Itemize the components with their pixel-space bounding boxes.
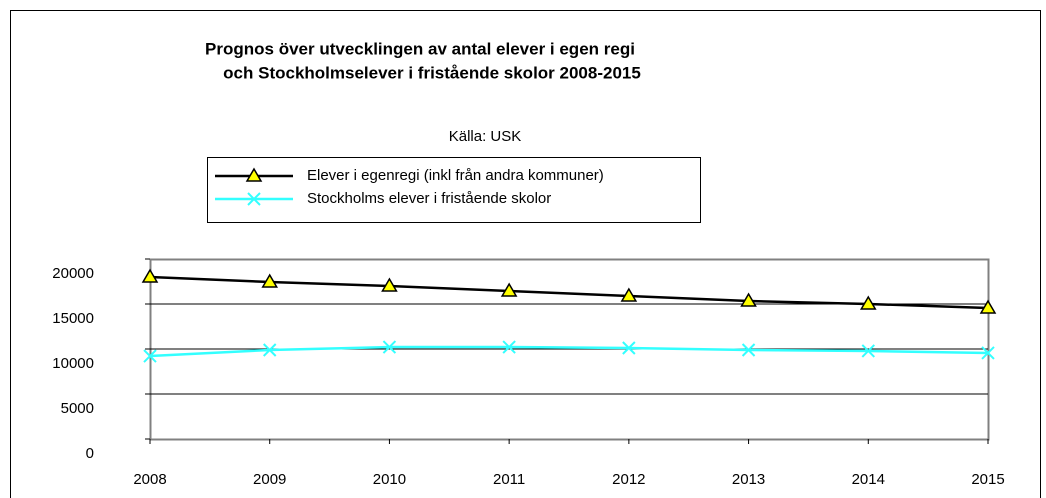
legend-label: Stockholms elever i fristående skolor bbox=[307, 190, 551, 207]
x-tick-label: 2015 bbox=[971, 471, 1004, 488]
legend-box bbox=[207, 157, 701, 223]
y-tick-label: 5000 bbox=[61, 400, 94, 417]
y-tick-label: 10000 bbox=[52, 355, 94, 372]
marker bbox=[740, 292, 757, 307]
marker bbox=[263, 343, 277, 357]
marker bbox=[143, 349, 157, 363]
legend-label: Elever i egenregi (inkl från andra kommu… bbox=[307, 167, 604, 184]
marker bbox=[981, 346, 995, 360]
y-tick-label: 20000 bbox=[52, 265, 94, 282]
x-tick-label: 2010 bbox=[373, 471, 406, 488]
marker bbox=[141, 268, 159, 283]
x-tick-label: 2009 bbox=[253, 471, 286, 488]
x-tick-label: 2011 bbox=[493, 471, 525, 488]
marker bbox=[741, 343, 756, 357]
marker bbox=[247, 192, 261, 206]
x-tick-label: 2013 bbox=[732, 471, 765, 488]
x-tick-label: 2014 bbox=[852, 471, 885, 488]
marker bbox=[979, 299, 997, 314]
chart-title: Prognos över utvecklingen av antal eleve… bbox=[205, 39, 635, 58]
series-line bbox=[149, 345, 989, 358]
chart-subtitle: Källa: USK bbox=[449, 128, 522, 145]
marker bbox=[859, 295, 877, 310]
marker bbox=[622, 341, 636, 355]
series-line bbox=[149, 275, 989, 310]
marker bbox=[502, 340, 516, 354]
y-tick-label: 15000 bbox=[52, 310, 94, 327]
x-tick-label: 2008 bbox=[133, 471, 166, 488]
marker bbox=[382, 340, 397, 354]
x-tick-label: 2012 bbox=[612, 471, 645, 488]
marker bbox=[861, 344, 875, 358]
y-tick-label: 0 bbox=[86, 445, 94, 462]
marker bbox=[245, 167, 263, 182]
marker bbox=[381, 277, 398, 292]
marker bbox=[500, 282, 518, 297]
marker bbox=[620, 287, 638, 302]
marker bbox=[261, 273, 279, 288]
chart-title: och Stockholmselever i fristående skolor… bbox=[223, 63, 641, 82]
